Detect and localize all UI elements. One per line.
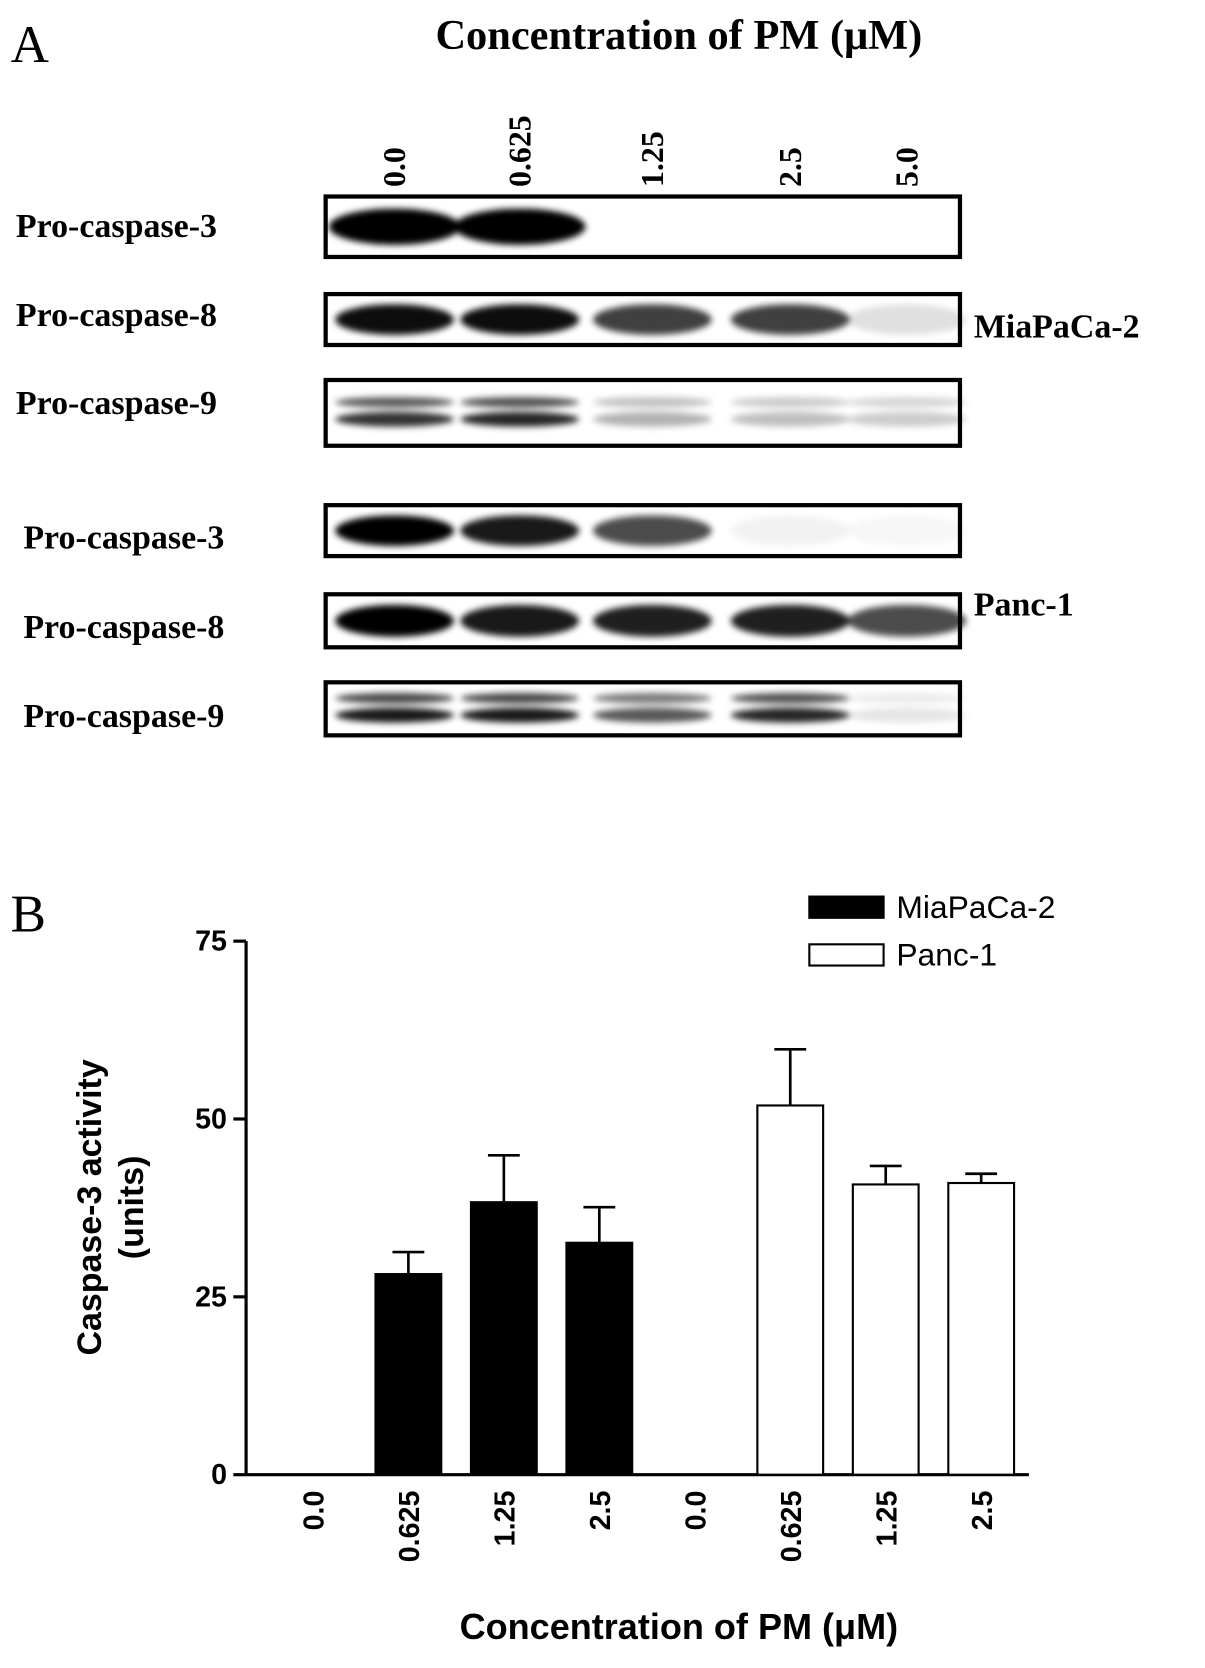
row-label: Pro-caspase-8 <box>16 297 217 334</box>
lane-label: 2.5 <box>773 147 808 187</box>
y-axis-title: (units) <box>113 1156 151 1260</box>
y-tick-label: 50 <box>195 1104 227 1136</box>
bar <box>851 1183 920 1476</box>
cell-line-label: MiaPaCa-2 <box>974 309 1140 346</box>
band <box>847 692 967 704</box>
bar <box>469 1201 538 1476</box>
band <box>335 515 454 546</box>
band <box>730 411 850 427</box>
band <box>730 396 850 408</box>
row-label: Pro-caspase-8 <box>23 609 224 646</box>
band <box>592 304 712 335</box>
panel-label: B <box>11 886 46 944</box>
blot-bands <box>335 304 967 335</box>
band <box>335 604 454 637</box>
bar <box>947 1181 1016 1476</box>
band <box>335 411 454 427</box>
blot-frame <box>323 194 963 260</box>
x-tick-label: 0.625 <box>394 1491 426 1563</box>
cell-line-label: Panc-1 <box>974 586 1074 623</box>
panel-label: A <box>11 16 49 74</box>
row-label: Pro-caspase-3 <box>23 520 224 557</box>
band <box>460 411 580 427</box>
row-label: Pro-caspase-3 <box>16 208 217 245</box>
band <box>730 304 850 335</box>
band <box>592 396 712 408</box>
band <box>730 515 850 546</box>
error-bar <box>583 1205 616 1243</box>
lane-label: 0.0 <box>377 147 412 187</box>
blot-bands <box>335 515 967 546</box>
y-tick-label: 25 <box>195 1281 227 1313</box>
band <box>592 604 712 637</box>
band <box>730 692 850 704</box>
error-bar <box>774 1047 807 1106</box>
blot-frame <box>323 503 963 559</box>
bar <box>756 1104 825 1476</box>
y-tick-label: 75 <box>195 926 227 958</box>
blot-bands <box>335 692 967 723</box>
blot-frame <box>323 592 963 650</box>
blot-frame <box>323 680 963 738</box>
band <box>847 304 967 335</box>
x-tick-label: 0.0 <box>680 1491 712 1531</box>
band <box>335 692 454 704</box>
bar <box>565 1241 634 1476</box>
x-tick-label: 0.0 <box>299 1491 331 1531</box>
error-bar <box>392 1250 425 1275</box>
row-label: Pro-caspase-9 <box>23 698 224 735</box>
blot-bands <box>328 208 586 245</box>
band <box>592 692 712 704</box>
x-tick-label: 0.625 <box>776 1491 808 1563</box>
x-axis-title: Concentration of PM (μM) <box>460 1606 899 1647</box>
legend-label: MiaPaCa-2 <box>896 889 1055 925</box>
blot-title: Concentration of PM (μM) <box>435 12 922 59</box>
band <box>460 604 580 637</box>
error-bar <box>965 1172 998 1184</box>
band <box>453 208 586 245</box>
bar <box>374 1273 443 1476</box>
y-axis-title: Caspase-3 activity <box>71 1059 109 1355</box>
error-bar <box>869 1164 902 1185</box>
band <box>328 208 461 245</box>
band <box>730 604 850 637</box>
y-tick-label: 0 <box>211 1459 227 1491</box>
x-tick-label: 2.5 <box>967 1491 999 1531</box>
band <box>335 396 454 408</box>
band <box>335 304 454 335</box>
band <box>730 707 850 723</box>
legend-swatch <box>808 943 885 967</box>
x-tick-label: 1.25 <box>489 1491 521 1547</box>
lane-label: 5.0 <box>890 147 925 187</box>
x-tick-label: 2.5 <box>585 1491 617 1531</box>
band <box>848 515 967 546</box>
blot-bands <box>335 396 967 427</box>
band <box>847 411 967 427</box>
x-tick-label: 1.25 <box>871 1491 903 1547</box>
error-bar <box>487 1153 520 1203</box>
band <box>847 707 967 723</box>
blot-bands <box>335 604 967 637</box>
blot-frame <box>323 291 963 348</box>
band <box>460 304 580 335</box>
band <box>460 396 580 408</box>
band <box>847 396 967 408</box>
lane-label: 1.25 <box>635 131 670 187</box>
band <box>460 707 580 723</box>
band <box>592 707 712 723</box>
legend-label: Panc-1 <box>896 937 997 973</box>
band <box>335 707 454 723</box>
lane-label: 0.625 <box>502 115 537 187</box>
row-label: Pro-caspase-9 <box>16 385 217 422</box>
legend-swatch <box>808 895 885 919</box>
band <box>592 411 712 427</box>
band <box>847 604 967 637</box>
band <box>460 515 580 546</box>
band <box>592 515 712 546</box>
blot-frame <box>323 377 963 448</box>
band <box>460 692 580 704</box>
